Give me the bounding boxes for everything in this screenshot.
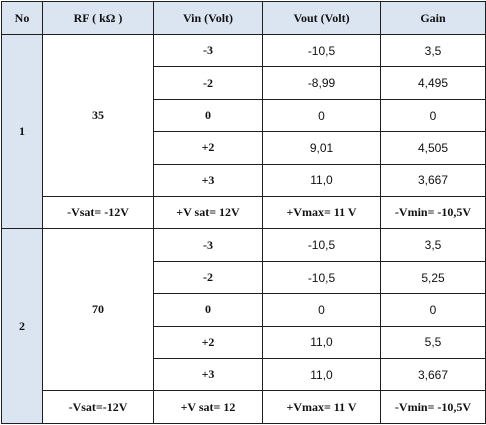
gain-cell: 0 — [380, 293, 486, 327]
vsat-pos-cell: +V sat= 12 — [153, 390, 263, 424]
summary-row: -Vsat= -12V +V sat= 12V +Vmax= 11 V -Vmi… — [2, 196, 486, 230]
vmin-cell: -Vmin= -10,5V — [380, 196, 486, 230]
vout-cell: 0 — [262, 98, 381, 133]
gain-cell: 5,5 — [380, 325, 486, 360]
group-no: 2 — [1, 228, 43, 424]
vmax-cell: +Vmax= 11 V — [262, 390, 381, 424]
vin-cell: 0 — [153, 98, 263, 133]
rf-value: 35 — [42, 33, 154, 198]
gain-cell: 5,25 — [380, 260, 486, 295]
table-row: +3 11,0 3,667 — [2, 163, 486, 198]
vout-cell: -10,5 — [262, 33, 381, 68]
vin-cell: -3 — [153, 33, 263, 68]
vin-cell: 0 — [153, 293, 263, 327]
header-rf: RF ( kΩ ) — [42, 1, 154, 35]
table-row: +2 11,0 5,5 — [2, 325, 486, 360]
vout-cell: 0 — [262, 293, 381, 327]
vout-cell: 11,0 — [262, 358, 381, 392]
vin-cell: -2 — [153, 66, 263, 100]
vin-cell: +2 — [153, 325, 263, 360]
table-row: +3 11,0 3,667 — [2, 358, 486, 392]
gain-cell: 4,495 — [380, 66, 486, 100]
gain-cell: 0 — [380, 98, 486, 133]
vsat-neg-cell: -Vsat= -12V — [42, 196, 154, 230]
vout-cell: -8,99 — [262, 66, 381, 100]
table-row: +2 9,01 4,505 — [2, 131, 486, 165]
group-no: 1 — [1, 33, 43, 230]
vmin-cell: -Vmin= -10,5V — [380, 390, 486, 424]
gain-cell: 3,5 — [380, 33, 486, 68]
table-row: 2 70 -3 -10,5 3,5 — [1, 228, 486, 424]
table-row: -2 -8,99 4,495 — [2, 66, 486, 100]
vmax-cell: +Vmax= 11 V — [262, 196, 381, 230]
header-row: No RF ( kΩ ) Vin (Volt) Vout (Volt) Gain — [1, 1, 486, 35]
summary-row: -Vsat=-12V +V sat= 12 +Vmax= 11 V -Vmin=… — [2, 390, 486, 424]
gain-cell: 4,505 — [380, 131, 486, 165]
vin-cell: +2 — [153, 131, 263, 165]
gain-cell: 3,5 — [380, 228, 486, 262]
vsat-neg-cell: -Vsat=-12V — [42, 390, 154, 424]
vin-cell: +3 — [153, 163, 263, 198]
vout-cell: -10,5 — [262, 228, 381, 262]
header-gain: Gain — [380, 1, 486, 35]
vin-cell: -3 — [153, 228, 263, 262]
vout-cell: 11,0 — [262, 163, 381, 198]
vin-cell: -2 — [153, 260, 263, 295]
gain-cell: 3,667 — [380, 163, 486, 198]
header-vin: Vin (Volt) — [153, 1, 263, 35]
header-vout: Vout (Volt) — [262, 1, 381, 35]
vout-cell: -10,5 — [262, 260, 381, 295]
vout-cell: 9,01 — [262, 131, 381, 165]
rf-value: 70 — [42, 228, 154, 392]
gain-cell: 3,667 — [380, 358, 486, 392]
vin-cell: +3 — [153, 358, 263, 392]
vout-cell: 11,0 — [262, 325, 381, 360]
table-row: 1 35 -3 -10,5 3,5 — [1, 33, 486, 230]
header-no: No — [1, 1, 43, 35]
table-row: -2 -10,5 5,25 — [2, 260, 486, 295]
vsat-pos-cell: +V sat= 12V — [153, 196, 263, 230]
